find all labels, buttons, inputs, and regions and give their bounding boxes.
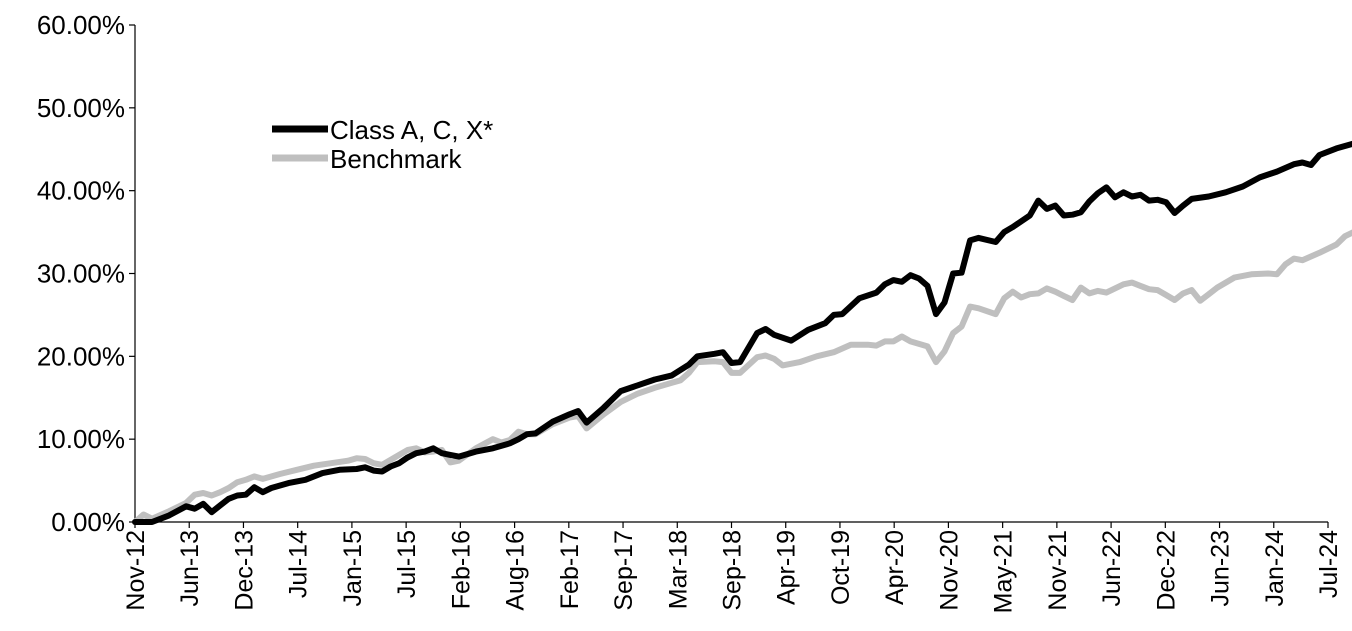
x-tick-label: Jun-13	[176, 530, 204, 606]
x-tick-label: Nov-12	[122, 530, 150, 611]
x-tick-label: Nov-20	[935, 530, 963, 611]
x-tick-label: Jul-15	[393, 530, 421, 598]
x-tick-label: Apr-20	[881, 530, 909, 605]
y-tick-label: 10.00%	[37, 424, 125, 454]
x-tick-label: May-21	[990, 530, 1018, 613]
x-tick-label: Jan-15	[339, 530, 367, 606]
x-tick-label: Mar-18	[664, 530, 692, 609]
y-tick-label: 20.00%	[37, 341, 125, 371]
y-tick-label: 40.00%	[37, 176, 125, 206]
y-tick-label: 60.00%	[37, 10, 125, 40]
y-tick-label: 0.00%	[51, 507, 125, 537]
x-tick-label: Feb-16	[447, 530, 475, 609]
x-tick-label: Nov-21	[1044, 530, 1072, 611]
x-tick-label: Aug-16	[502, 530, 530, 611]
x-tick-label: Dec-13	[230, 530, 258, 611]
x-tick-label: Apr-19	[773, 530, 801, 605]
y-axis: 0.00% 10.00% 20.00% 30.00% 40.00% 50.00% 60.00…	[37, 10, 136, 537]
legend-label-benchmark: Benchmark	[330, 144, 462, 174]
y-tick-label: 50.00%	[37, 93, 125, 123]
x-axis: Nov-12 Jun-13 Dec-13 Jul-14 Jan-15 Jul-15 Feb-…	[122, 521, 1343, 613]
x-tick-label: Jul-14	[285, 530, 313, 598]
x-tick-label: Dec-22	[1152, 530, 1180, 611]
y-tick-label: 30.00%	[37, 259, 125, 289]
x-tick-label: Jun-22	[1098, 530, 1126, 606]
x-tick-label: Sep-17	[610, 530, 638, 611]
series-line-benchmark	[132, 229, 1352, 525]
x-tick-label: Sep-18	[719, 530, 747, 611]
x-tick-label: Jun-23	[1207, 530, 1235, 606]
x-tick-label: Jan-24	[1261, 530, 1289, 607]
x-tick-label: Feb-17	[556, 530, 584, 609]
series-line-class	[132, 140, 1352, 525]
x-tick-label: Oct-19	[827, 530, 855, 605]
x-tick-label: Jul-24	[1315, 530, 1343, 598]
legend: Class A, C, X* Benchmark	[272, 115, 493, 174]
legend-label-class: Class A, C, X*	[330, 115, 493, 145]
series-lines	[132, 140, 1352, 525]
